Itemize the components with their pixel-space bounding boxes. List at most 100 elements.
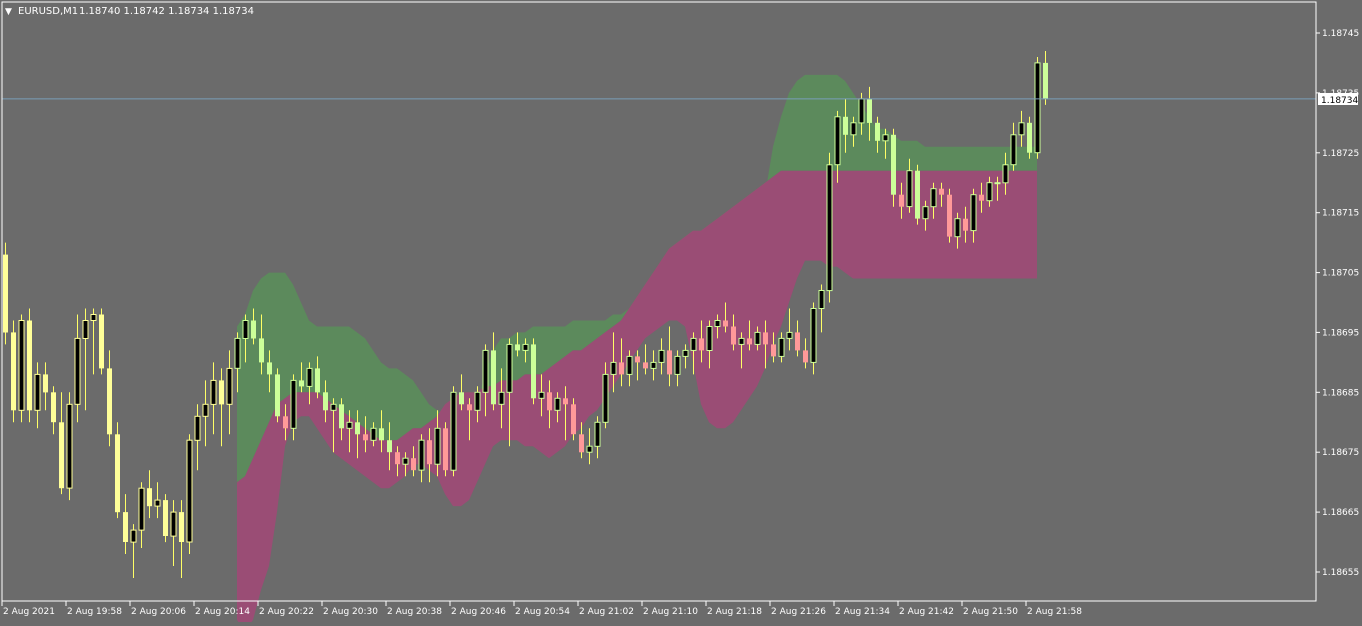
candle-body <box>18 320 25 411</box>
candle <box>643 344 648 375</box>
candle <box>427 428 432 483</box>
candle <box>1018 110 1025 147</box>
candle-body <box>810 308 817 363</box>
candle-body <box>450 391 457 471</box>
price-tick-label: 1.18715 <box>1322 209 1359 219</box>
candle <box>498 368 505 429</box>
candle <box>906 158 913 213</box>
symbol-label: EURUSD,M1 <box>18 6 78 17</box>
current-price-tag: 1.18734 <box>1318 93 1358 106</box>
candle-body <box>275 374 280 417</box>
candle <box>210 362 217 435</box>
candle-body <box>27 320 32 411</box>
time-tick-label: 2 Aug 20:06 <box>131 607 186 617</box>
candle <box>90 308 97 375</box>
candle-body <box>731 326 736 345</box>
candle-body <box>395 452 400 465</box>
candle <box>259 314 264 375</box>
candle <box>682 344 689 369</box>
candle-body <box>283 416 288 429</box>
candle <box>515 332 520 357</box>
candle-body <box>843 116 848 135</box>
candle-body <box>339 404 344 429</box>
candle <box>915 164 920 225</box>
price-tick-label: 1.18695 <box>1322 328 1359 338</box>
candle-body <box>963 218 968 231</box>
time-tick-label: 2 Aug 21:10 <box>643 607 698 617</box>
ohlc-label: 1.18740 1.18742 1.18734 1.18734 <box>79 6 254 17</box>
candle <box>939 182 944 207</box>
chart-frame <box>1 1 1317 602</box>
candle-body <box>922 206 929 220</box>
candle <box>763 320 768 369</box>
candle <box>882 128 889 159</box>
time-tick-label: 2 Aug 21:18 <box>707 607 762 617</box>
candle <box>290 374 297 441</box>
candle-body <box>379 428 384 441</box>
candle-body <box>643 362 648 369</box>
candle-body <box>82 320 89 339</box>
candle <box>754 326 761 351</box>
chart-menu-icon[interactable]: ▼ <box>5 7 12 17</box>
candle-body <box>194 415 201 441</box>
candle <box>275 368 280 423</box>
candle <box>506 338 513 447</box>
candle-body <box>498 391 505 405</box>
candle <box>170 500 177 566</box>
candle <box>346 410 353 453</box>
candle-body <box>747 338 752 345</box>
candle <box>18 314 25 423</box>
candle <box>474 386 481 423</box>
candle <box>251 308 256 345</box>
candle <box>459 374 464 411</box>
candle-body <box>834 116 841 166</box>
time-tick-label: 2 Aug 20:14 <box>195 607 250 617</box>
candle-body <box>635 356 640 363</box>
candle-body <box>763 332 768 345</box>
time-tick-label: 2 Aug 21:58 <box>1027 607 1082 617</box>
current-price-tag-label: 1.18734 <box>1321 96 1358 106</box>
candle <box>51 386 56 435</box>
candle <box>747 320 752 351</box>
candle-body <box>531 344 536 399</box>
candle <box>443 422 448 477</box>
candle <box>771 332 776 363</box>
candle <box>586 428 593 465</box>
candle <box>778 332 785 363</box>
candle <box>202 380 209 447</box>
candle-body <box>875 122 880 141</box>
candle-body <box>34 373 41 411</box>
candle <box>379 410 384 453</box>
candle <box>74 314 81 423</box>
candle-body <box>891 134 896 195</box>
candle-body <box>538 391 545 399</box>
candle-body <box>226 367 233 405</box>
candle-body <box>690 337 697 351</box>
candle-body <box>579 434 584 453</box>
candle-body <box>714 320 721 327</box>
candle-body <box>74 337 81 405</box>
candle <box>59 392 64 495</box>
candle-body <box>738 337 745 345</box>
candle <box>826 152 833 303</box>
candle <box>930 182 937 219</box>
candle-body <box>1034 62 1041 154</box>
candle-body <box>867 98 872 123</box>
candle-body <box>930 188 937 208</box>
price-tick-label: 1.18665 <box>1322 508 1359 518</box>
candle <box>579 422 584 459</box>
time-tick-label: 2 Aug 20:30 <box>323 607 378 617</box>
candle <box>690 332 697 375</box>
candle-body <box>586 445 593 453</box>
candle <box>154 482 161 519</box>
candle <box>731 314 736 351</box>
candle <box>339 398 344 441</box>
time-scale[interactable]: 2 Aug 2021 2 Aug 19:58 2 Aug 20:06 2 Aug 20… <box>1 601 1082 617</box>
candle-body <box>418 439 425 471</box>
candle <box>554 392 561 423</box>
price-tick-label: 1.18745 <box>1322 29 1359 39</box>
candle <box>330 398 337 453</box>
candle-body <box>66 403 73 489</box>
